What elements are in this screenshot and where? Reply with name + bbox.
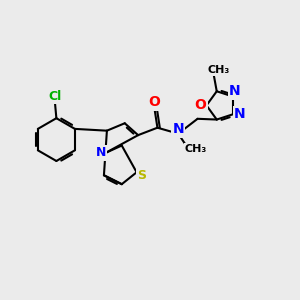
Text: N: N — [172, 122, 184, 136]
Text: S: S — [137, 169, 146, 182]
Text: N: N — [96, 146, 106, 160]
Text: N: N — [229, 84, 241, 98]
Text: O: O — [148, 95, 160, 110]
Text: CH₃: CH₃ — [208, 64, 230, 75]
Text: CH₃: CH₃ — [185, 144, 207, 154]
Text: N: N — [234, 107, 246, 121]
Text: O: O — [195, 98, 206, 112]
Text: Cl: Cl — [48, 90, 62, 103]
